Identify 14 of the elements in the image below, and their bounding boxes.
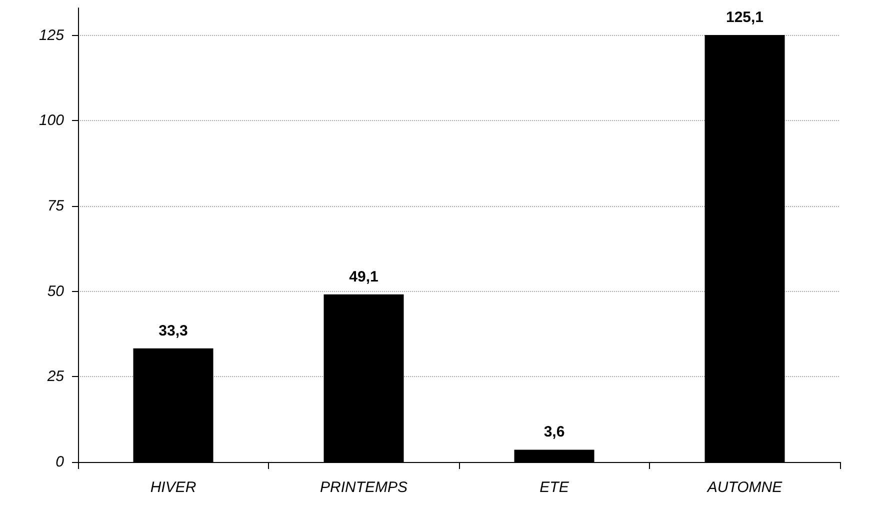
x-tick-label: HIVER (150, 479, 196, 496)
x-tick-label: PRINTEMPS (320, 479, 408, 496)
x-tick-label: AUTOMNE (706, 479, 784, 496)
y-tick-label: 0 (56, 454, 65, 470)
y-tick-label: 100 (38, 112, 65, 130)
data-label: 3,6 (544, 424, 565, 441)
x-tick-label: ETE (540, 479, 570, 496)
y-tick-label: 75 (47, 197, 65, 214)
y-tick-label: 125 (38, 26, 65, 44)
y-tick-label: 50 (47, 282, 65, 300)
data-label: 49,1 (349, 268, 378, 286)
y-tick-label: 25 (46, 368, 65, 386)
data-label: 33,3 (158, 322, 188, 340)
data-label: 125,1 (726, 8, 764, 26)
